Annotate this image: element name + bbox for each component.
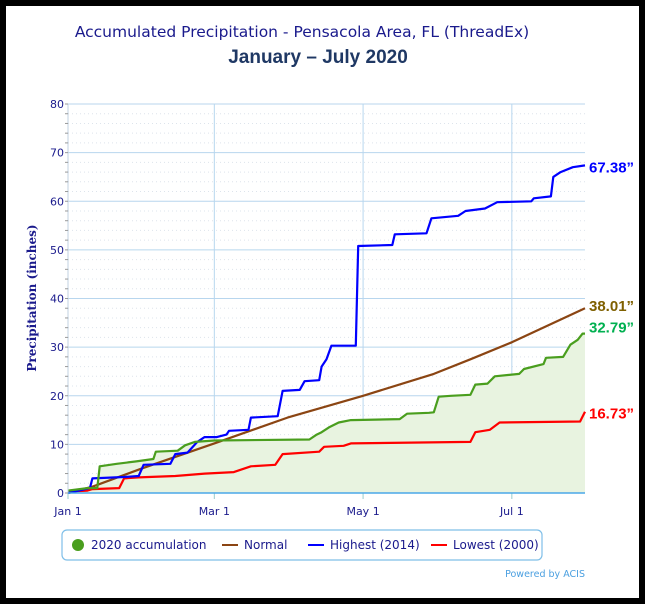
y-tick-label: 30	[50, 341, 64, 354]
y-tick-label: 10	[50, 438, 64, 451]
plot-area: 32.79” 38.01” 67.38” 16.73”	[67, 159, 634, 495]
chart-title: Accumulated Precipitation - Pensacola Ar…	[75, 23, 529, 41]
chart-subtitle: January – July 2020	[228, 47, 408, 68]
line-2020-accumulation	[67, 332, 585, 492]
legend-item-highest[interactable]: Highest (2014)	[308, 538, 420, 552]
legend-marker-2020	[72, 539, 84, 551]
axes: 0 10 20 30 40 50 60 70 80 Jan 1 Mar 1 May 1 Jul 1	[50, 98, 585, 518]
legend-label-normal: Normal	[244, 538, 287, 552]
line-lowest-2000	[67, 411, 586, 493]
grid	[68, 103, 585, 494]
y-tick-label: 70	[50, 147, 64, 160]
end-label-lowest: 16.73”	[589, 406, 634, 423]
x-tick-label: Jan 1	[53, 505, 81, 518]
legend-label-2020: 2020 accumulation	[91, 538, 206, 552]
legend-item-2020[interactable]: 2020 accumulation	[72, 538, 206, 552]
end-label-highest: 67.38”	[589, 159, 634, 176]
legend: 2020 accumulation Normal Highest (2014) …	[61, 529, 543, 561]
legend-box	[61, 529, 543, 561]
y-tick-label: 0	[57, 487, 64, 500]
legend-label-lowest: Lowest (2000)	[453, 538, 539, 552]
legend-item-lowest[interactable]: Lowest (2000)	[431, 538, 539, 552]
credit-link[interactable]: Powered by ACIS	[505, 569, 585, 580]
legend-item-normal[interactable]: Normal	[222, 538, 287, 552]
x-tick-label: Jul 1	[499, 505, 524, 518]
y-tick-label: 40	[50, 293, 64, 306]
end-label-2020: 32.79”	[589, 320, 634, 337]
y-tick-label: 60	[50, 195, 64, 208]
area-2020-accumulation	[68, 333, 585, 493]
y-tick-label: 20	[50, 390, 64, 403]
line-highest-2014	[67, 164, 586, 495]
end-label-normal: 38.01”	[589, 298, 634, 315]
y-axis-label: Precipitation (inches)	[25, 224, 39, 371]
x-tick-label: Mar 1	[199, 505, 230, 518]
legend-label-highest: Highest (2014)	[330, 538, 420, 552]
y-tick-label: 80	[50, 98, 64, 111]
y-tick-label: 50	[50, 244, 64, 257]
x-tick-label: May 1	[346, 505, 379, 518]
